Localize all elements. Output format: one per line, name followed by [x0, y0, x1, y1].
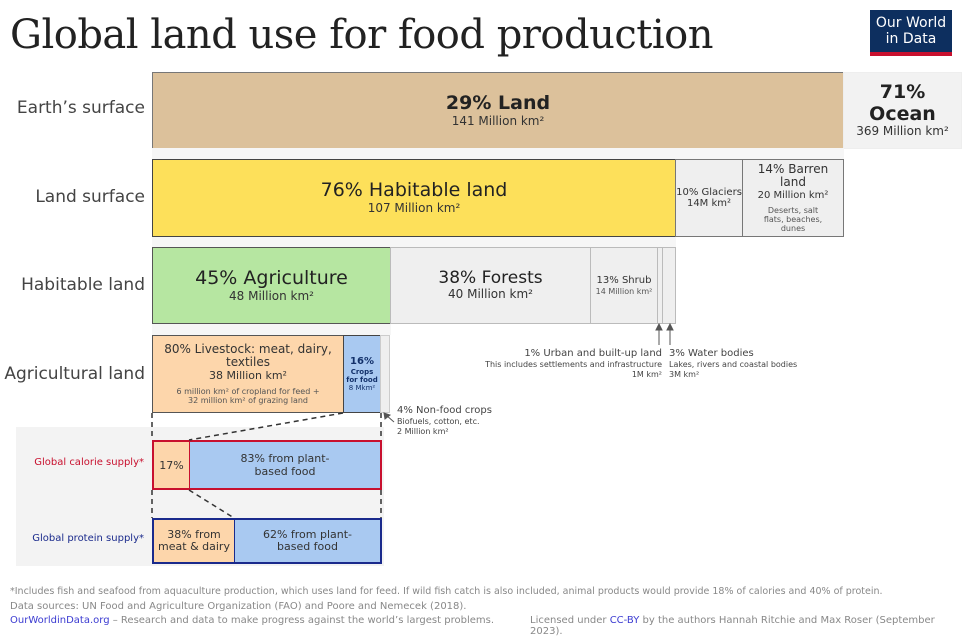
habitable-pct: 76% Habitable land [320, 179, 508, 202]
land-area: 141 Million km² [451, 113, 545, 128]
calorie-bar: 17% 83% from plant-based food [152, 440, 382, 490]
license-text: Licensed under [530, 615, 610, 626]
calorie-plant: 83% from plant-based food [190, 442, 380, 488]
nonfood-label: 4% Non-food crops Biofuels, cotton, etc.… [397, 405, 492, 436]
crops-box: 16% Crops for food 8 Mkm² [343, 335, 381, 413]
glaciers-box: 10% Glaciers 14M km² [675, 159, 743, 237]
row-label-agricultural: Agricultural land [4, 364, 145, 384]
glaciers-area: 14M km² [686, 198, 732, 209]
owid-logo[interactable]: Our World in Data [870, 10, 952, 56]
urban-area: 1M km² [631, 369, 662, 379]
nonfood-pct: 4% Non-food crops [397, 405, 492, 416]
calorie-animal: 17% [154, 442, 190, 488]
protein-animal: 38% from meat & dairy [154, 520, 235, 562]
ocean-box: 71% Ocean 369 Million km² [843, 72, 962, 149]
urban-pct: 1% Urban and built-up land [524, 348, 662, 359]
tagline: – Research and data to make progress aga… [109, 615, 495, 626]
row-label-land: Land surface [35, 187, 145, 207]
barren-area: 20 Million km² [757, 190, 829, 202]
footnote: *Includes fish and seafood from aquacult… [10, 586, 883, 597]
water-label: 3% Water bodies Lakes, rivers and coasta… [669, 348, 869, 379]
urban-note: This includes settlements and infrastruc… [485, 360, 662, 369]
land-box: 29% Land 141 Million km² [152, 72, 844, 149]
barren-pct: 14% Barren land [757, 161, 829, 190]
livestock-area: 38 Million km² [209, 369, 287, 383]
row-label-calorie: Global calorie supply* [34, 457, 144, 468]
water-box [662, 247, 676, 324]
ocean-area: 369 Million km² [856, 124, 949, 139]
water-area: 3M km² [669, 369, 700, 379]
forests-area: 40 Million km² [448, 287, 533, 302]
data-sources: Data sources: UN Food and Agriculture Or… [10, 601, 467, 612]
row-label-earth: Earth’s surface [16, 98, 145, 118]
water-pct: 3% Water bodies [669, 348, 754, 359]
water-note: Lakes, rivers and coastal bodies [669, 360, 798, 369]
urban-label: 1% Urban and built-up land This includes… [470, 348, 662, 379]
nonfood-area: 2 Million km² [397, 426, 449, 436]
ocean-pct: 71% Ocean [869, 80, 936, 125]
protein-bar: 38% from meat & dairy 62% from plant-bas… [152, 518, 382, 564]
shrub-box: 13% Shrub 14 Million km² [590, 247, 658, 324]
crops-pct: 16% [350, 356, 374, 368]
logo-line1: Our World [875, 15, 947, 31]
row-label-protein: Global protein supply* [32, 533, 144, 544]
page-title: Global land use for food production [10, 12, 714, 58]
owid-site-link[interactable]: OurWorldinData.org [10, 615, 110, 626]
nonfood-note: Biofuels, cotton, etc. [397, 417, 480, 426]
barren-note: Deserts, salt flats, beaches, dunes [763, 205, 823, 234]
habitable-area: 107 Million km² [367, 201, 461, 216]
livestock-pct: 80% Livestock: meat, dairy, textiles [164, 341, 332, 370]
nonfood-box [380, 335, 390, 413]
shrub-area: 14 Million km² [595, 286, 653, 296]
agriculture-area: 48 Million km² [229, 288, 314, 303]
crops-label: Crops for food [346, 367, 378, 384]
cc-by-link[interactable]: CC-BY [609, 615, 640, 626]
agriculture-pct: 45% Agriculture [195, 266, 348, 289]
forests-pct: 38% Forests [438, 267, 543, 288]
habitable-land-box: 76% Habitable land 107 Million km² [152, 159, 676, 237]
protein-plant: 62% from plant-based food [235, 520, 380, 562]
barren-box: 14% Barren land 20 Million km² Deserts, … [742, 159, 844, 237]
land-pct: 29% Land [445, 91, 551, 114]
row-label-habitable: Habitable land [21, 275, 145, 295]
livestock-note1: 6 million km² of cropland for feed + [176, 386, 320, 396]
livestock-note2: 32 million km² of grazing land [188, 396, 308, 406]
glaciers-pct: 10% Glaciers [676, 186, 742, 198]
shrub-pct: 13% Shrub [596, 275, 652, 287]
forests-box: 38% Forests 40 Million km² [390, 247, 591, 324]
logo-line2: in Data [885, 31, 937, 47]
livestock-box: 80% Livestock: meat, dairy, textiles 38 … [152, 335, 344, 413]
agriculture-box: 45% Agriculture 48 Million km² [152, 247, 391, 324]
crops-area: 8 Mkm² [348, 383, 376, 392]
